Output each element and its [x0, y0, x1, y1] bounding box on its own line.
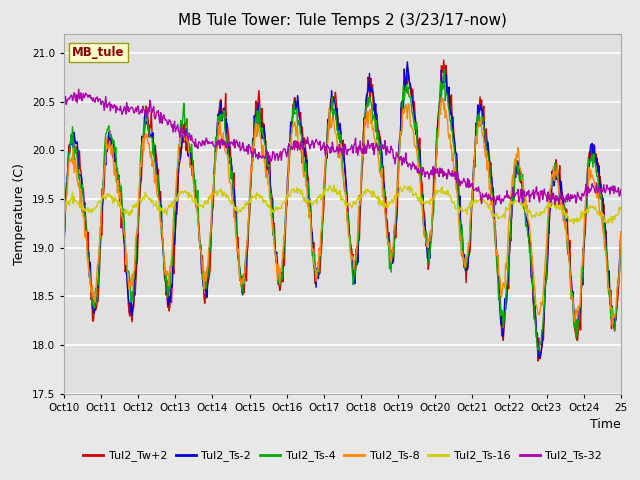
Tul2_Ts-4 — [182, 123, 190, 129]
Tul2_Ts-16 — [617, 204, 625, 210]
Tul2_Tw+2 — [534, 358, 542, 364]
Line: Tul2_Ts-32: Tul2_Ts-32 — [64, 89, 621, 205]
Tul2_Ts-8 — [444, 118, 451, 123]
Line: Tul2_Tw+2: Tul2_Tw+2 — [64, 60, 621, 361]
Line: Tul2_Ts-4: Tul2_Ts-4 — [64, 70, 621, 350]
Tul2_Ts-16 — [206, 192, 214, 198]
Tul2_Ts-2 — [206, 250, 214, 255]
Tul2_Ts-4 — [441, 67, 449, 73]
Tul2_Ts-4 — [334, 128, 342, 134]
Tul2_Tw+2 — [334, 113, 342, 119]
Legend: Tul2_Tw+2, Tul2_Ts-2, Tul2_Ts-4, Tul2_Ts-8, Tul2_Ts-16, Tul2_Ts-32: Tul2_Tw+2, Tul2_Ts-2, Tul2_Ts-4, Tul2_Ts… — [79, 446, 606, 466]
Line: Tul2_Ts-16: Tul2_Ts-16 — [64, 185, 621, 224]
Tul2_Ts-4 — [60, 231, 68, 237]
Tul2_Ts-16 — [570, 221, 577, 227]
Tul2_Ts-32 — [60, 101, 68, 107]
Tul2_Ts-8 — [566, 274, 574, 279]
Y-axis label: Temperature (C): Temperature (C) — [13, 163, 26, 264]
Tul2_Ts-16 — [444, 187, 451, 193]
Tul2_Ts-8 — [60, 220, 68, 226]
Tul2_Ts-8 — [438, 94, 445, 100]
Tul2_Ts-2 — [182, 132, 190, 137]
Tul2_Ts-8 — [334, 155, 342, 160]
Tul2_Ts-32 — [75, 86, 83, 92]
Tul2_Tw+2 — [182, 148, 190, 154]
Tul2_Ts-32 — [444, 174, 451, 180]
Tul2_Tw+2 — [444, 90, 451, 96]
Tul2_Ts-4 — [444, 93, 451, 98]
Tul2_Ts-8 — [388, 250, 396, 256]
Tul2_Ts-32 — [335, 150, 342, 156]
Tul2_Ts-4 — [206, 248, 214, 254]
Tul2_Ts-32 — [568, 196, 575, 202]
Tul2_Ts-16 — [182, 191, 190, 196]
Tul2_Ts-16 — [389, 199, 397, 204]
Tul2_Ts-32 — [389, 147, 397, 153]
Tul2_Ts-2 — [444, 87, 451, 93]
Tul2_Tw+2 — [60, 234, 68, 240]
Tul2_Ts-32 — [207, 141, 215, 146]
Tul2_Ts-2 — [334, 120, 342, 126]
Tul2_Ts-4 — [388, 250, 396, 255]
Tul2_Ts-32 — [492, 202, 499, 208]
Tul2_Tw+2 — [388, 254, 396, 260]
Tul2_Ts-16 — [60, 210, 68, 216]
Tul2_Ts-2 — [568, 274, 575, 280]
Tul2_Ts-16 — [335, 189, 342, 195]
Tul2_Ts-16 — [566, 218, 574, 224]
Tul2_Tw+2 — [440, 57, 447, 63]
Tul2_Ts-32 — [183, 132, 191, 138]
Tul2_Tw+2 — [206, 266, 214, 272]
Tul2_Ts-2 — [404, 59, 412, 65]
Tul2_Ts-2 — [388, 256, 396, 262]
Tul2_Tw+2 — [568, 279, 575, 285]
Tul2_Ts-2 — [536, 356, 543, 361]
Tul2_Ts-8 — [617, 229, 625, 235]
Line: Tul2_Ts-8: Tul2_Ts-8 — [64, 97, 621, 325]
X-axis label: Time: Time — [590, 418, 621, 431]
Tul2_Ts-4 — [617, 233, 625, 239]
Tul2_Ts-8 — [206, 229, 214, 235]
Tul2_Ts-2 — [617, 229, 625, 235]
Tul2_Ts-8 — [182, 132, 190, 138]
Tul2_Ts-16 — [330, 182, 338, 188]
Tul2_Ts-4 — [535, 347, 543, 353]
Title: MB Tule Tower: Tule Temps 2 (3/23/17-now): MB Tule Tower: Tule Temps 2 (3/23/17-now… — [178, 13, 507, 28]
Tul2_Ts-8 — [609, 323, 616, 328]
Line: Tul2_Ts-2: Tul2_Ts-2 — [64, 62, 621, 359]
Tul2_Ts-2 — [60, 244, 68, 250]
Tul2_Tw+2 — [617, 240, 625, 246]
Text: MB_tule: MB_tule — [72, 46, 125, 59]
Tul2_Ts-32 — [617, 187, 625, 192]
Tul2_Ts-4 — [568, 296, 575, 302]
